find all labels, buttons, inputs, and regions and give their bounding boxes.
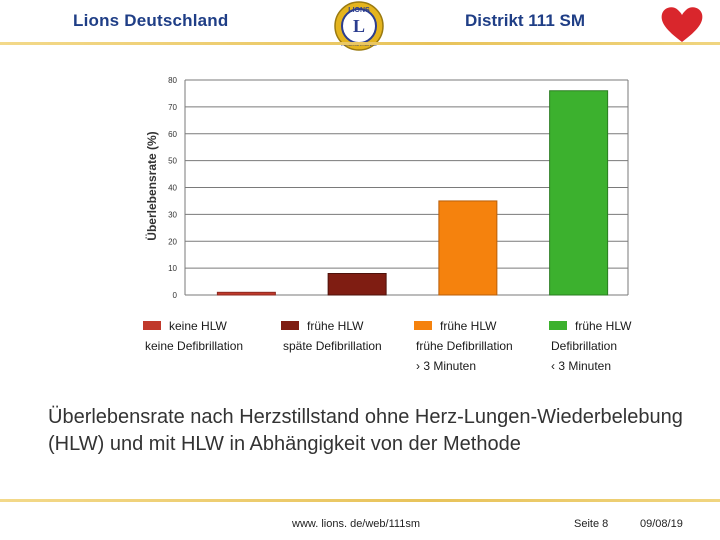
y-tick-label: 10: [168, 264, 177, 273]
legend-label-2: späte Defibrillation: [283, 339, 382, 353]
legend-label-3: frühe Defibrillation: [416, 339, 513, 353]
header-left-title: Lions Deutschland: [73, 11, 229, 30]
y-tick-label: 40: [168, 184, 177, 193]
y-tick-label: 0: [173, 291, 178, 300]
y-tick-label: 80: [168, 76, 177, 85]
legend-label-3: › 3 Minuten: [416, 359, 476, 373]
legend-swatch-1: [143, 321, 161, 330]
legend-swatch-2: [281, 321, 299, 330]
legend-label-4: frühe HLW: [575, 319, 632, 333]
footer-url: www. lions. de/web/111sm: [292, 518, 420, 530]
y-tick-label: 60: [168, 130, 177, 139]
footer-page-number: Seite 8: [574, 518, 609, 530]
y-tick-label: 30: [168, 210, 177, 219]
survival-rate-chart: 0 10 20 30 40 50 60 70 80 Überlebensrate (%) kei…: [143, 76, 632, 373]
y-tick-label: 50: [168, 157, 177, 166]
legend-label-4: ‹ 3 Minuten: [551, 359, 611, 373]
legend-swatch-4: [549, 321, 567, 330]
footer-divider: [0, 499, 720, 502]
legend-label-3: frühe HLW: [440, 319, 497, 333]
legend-swatch-3: [414, 321, 432, 330]
legend-label-1: keine HLW: [169, 319, 227, 333]
bar-1: [216, 291, 276, 296]
header-divider: [0, 42, 720, 45]
legend-label-2: frühe HLW: [307, 319, 364, 333]
logo-letter: L: [353, 16, 365, 36]
heart-icon: [661, 7, 703, 43]
header-right-title: Distrikt 111 SM: [465, 11, 586, 30]
bar-3: [438, 200, 498, 296]
legend-label-4: Defibrillation: [551, 339, 617, 353]
footer-date: 09/08/19: [640, 518, 683, 530]
logo-text-top: LIONS: [348, 7, 370, 14]
lions-logo-icon: LIONS L INTERNATIONAL: [334, 1, 384, 51]
bar-2: [327, 273, 387, 296]
bar-4: [549, 90, 609, 296]
y-tick-label: 70: [168, 103, 177, 112]
legend-label-1: keine Defibrillation: [145, 339, 243, 353]
y-axis-label: Überlebensrate (%): [144, 131, 159, 240]
chart-caption: Überlebensrate nach Herzstillstand ohne …: [48, 406, 683, 455]
y-tick-label: 20: [168, 237, 177, 246]
